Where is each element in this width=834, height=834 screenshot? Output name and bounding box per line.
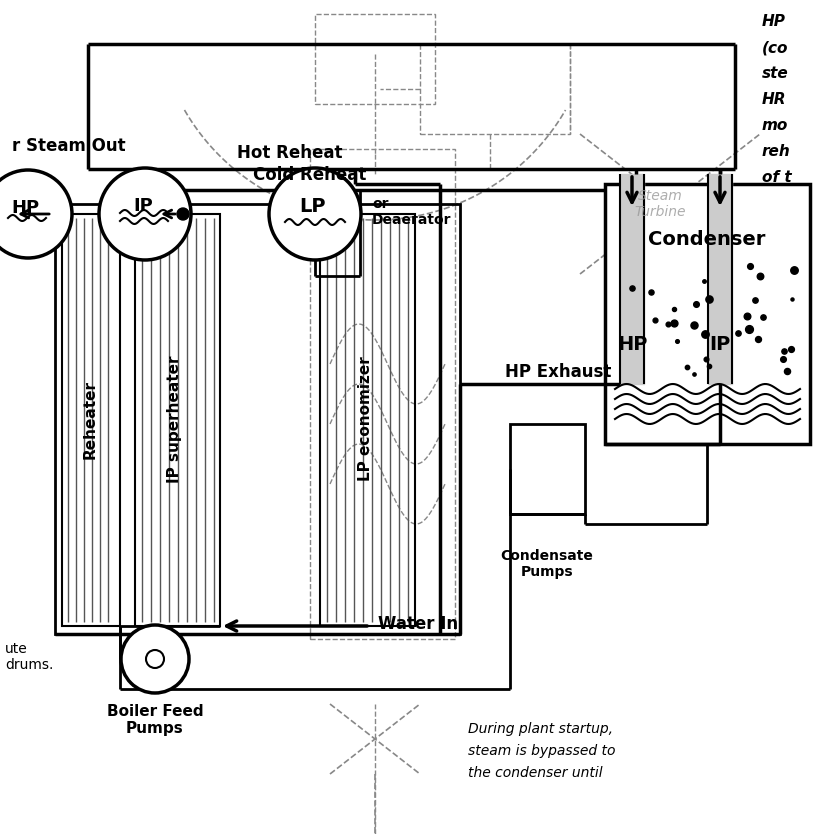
Bar: [55, 204, 460, 634]
Text: ste: ste: [762, 66, 789, 81]
Text: Condenser: Condenser: [648, 229, 766, 249]
Text: IP superheater: IP superheater: [168, 355, 183, 483]
Text: HP: HP: [617, 334, 647, 354]
Text: (co: (co: [762, 40, 788, 55]
Circle shape: [146, 650, 164, 668]
Text: r Steam Out: r Steam Out: [12, 137, 126, 155]
Bar: [510, 424, 585, 514]
Bar: [315, 14, 435, 104]
Text: Reheater: Reheater: [83, 379, 98, 459]
Text: of t: of t: [762, 170, 791, 185]
Bar: [420, 44, 570, 134]
Circle shape: [121, 625, 189, 693]
Text: Hot Reheat: Hot Reheat: [237, 144, 343, 162]
Bar: [320, 214, 415, 626]
Text: the condenser until: the condenser until: [468, 766, 603, 780]
Circle shape: [99, 168, 191, 260]
Text: During plant startup,: During plant startup,: [468, 722, 613, 736]
Text: Boiler Feed
Pumps: Boiler Feed Pumps: [107, 704, 203, 736]
Text: or
Deaerator: or Deaerator: [372, 197, 451, 227]
Bar: [62, 214, 120, 626]
Text: reh: reh: [762, 144, 791, 159]
Bar: [605, 184, 810, 444]
Text: IP: IP: [133, 197, 153, 215]
Circle shape: [269, 168, 361, 260]
Text: ute
drums.: ute drums.: [5, 642, 53, 672]
Text: steam is bypassed to: steam is bypassed to: [468, 744, 615, 758]
Text: HR: HR: [762, 92, 786, 107]
Text: Cold Reheat: Cold Reheat: [254, 166, 367, 184]
Bar: [310, 149, 455, 639]
Text: Water In: Water In: [378, 615, 458, 633]
Text: HP Exhaust: HP Exhaust: [505, 363, 611, 381]
Text: HP: HP: [762, 14, 786, 29]
Bar: [135, 214, 220, 626]
Text: LP: LP: [299, 197, 326, 215]
Circle shape: [0, 170, 72, 258]
Text: Steam
Turbine: Steam Turbine: [634, 188, 686, 219]
Text: LP economizer: LP economizer: [359, 357, 374, 481]
Text: mo: mo: [762, 118, 788, 133]
Text: HP: HP: [11, 199, 39, 217]
Text: IP: IP: [710, 334, 731, 354]
Text: Condensate
Pumps: Condensate Pumps: [500, 549, 594, 579]
Circle shape: [177, 208, 189, 220]
